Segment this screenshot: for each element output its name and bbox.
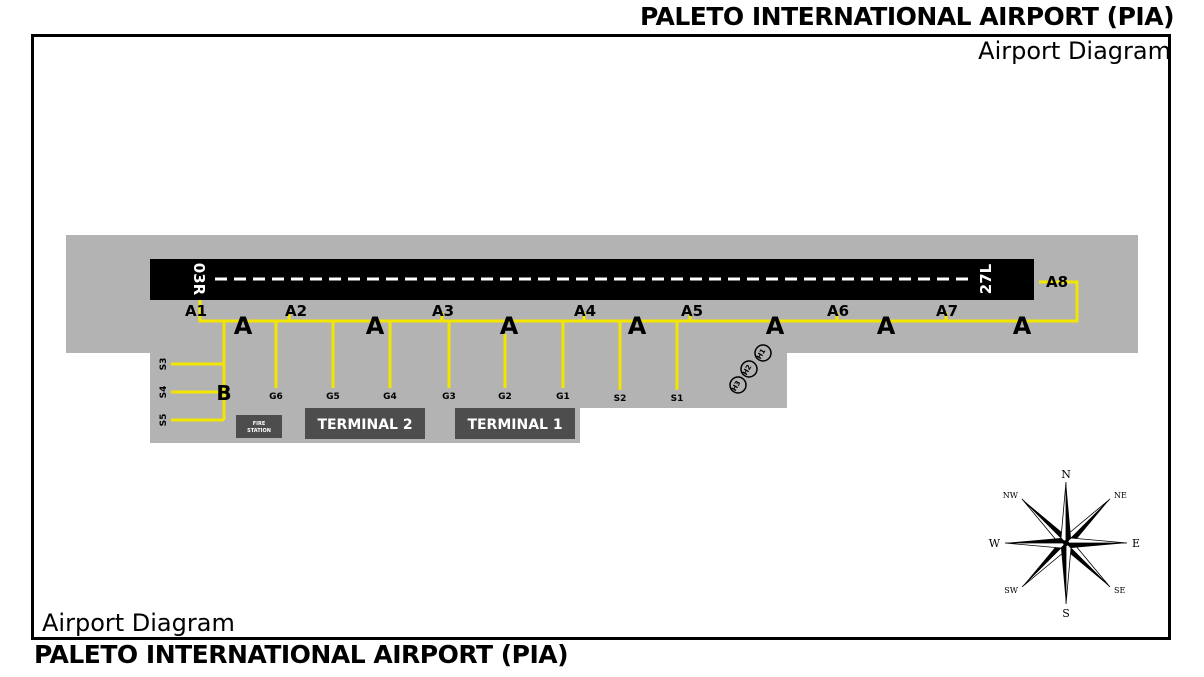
terminal-2: TERMINAL 2 xyxy=(305,408,425,439)
connector-label-a2: A2 xyxy=(285,302,307,320)
connector-label-a8: A8 xyxy=(1046,273,1068,291)
compass-e: E xyxy=(1132,537,1140,550)
compass-s: S xyxy=(1062,607,1070,620)
taxiway-b-label: B xyxy=(216,381,231,405)
taxiway-a-line xyxy=(198,280,1079,323)
svg-text:FIRE: FIRE xyxy=(253,421,266,427)
page-subtitle: Airport Diagram xyxy=(978,37,1171,65)
compass-w: W xyxy=(989,537,1001,550)
compass-rose: N S E W NE NW SE SW xyxy=(989,468,1140,620)
stand-label-s3: S3 xyxy=(159,358,169,371)
taxiway-a-label: A xyxy=(877,312,896,340)
connector-label-a3: A3 xyxy=(432,302,454,320)
footer-subtitle: Airport Diagram xyxy=(42,609,235,637)
taxiway-a-label: A xyxy=(366,312,385,340)
svg-text:TERMINAL 2: TERMINAL 2 xyxy=(317,417,412,433)
compass-se: SE xyxy=(1114,586,1125,595)
runway-end-27l: 27L xyxy=(977,263,995,294)
stand-label-s1: S1 xyxy=(671,394,684,404)
compass-nw: NW xyxy=(1003,491,1019,500)
svg-text:STATION: STATION xyxy=(247,428,271,434)
gate-label-g3: G3 xyxy=(442,392,456,402)
svg-text:TERMINAL 1: TERMINAL 1 xyxy=(467,417,562,433)
connector-label-a7: A7 xyxy=(936,302,958,320)
taxiway-a-label: A xyxy=(1013,312,1032,340)
gate-label-g2: G2 xyxy=(498,392,512,402)
connector-label-a5: A5 xyxy=(681,302,703,320)
gate-label-g6: G6 xyxy=(269,392,283,402)
stand-label-s5: S5 xyxy=(159,414,169,427)
runway-end-03r: 03R xyxy=(190,263,208,296)
gate-label-g5: G5 xyxy=(326,392,340,402)
page-title: PALETO INTERNATIONAL AIRPORT (PIA) xyxy=(639,2,1175,31)
footer-title: PALETO INTERNATIONAL AIRPORT (PIA) xyxy=(34,640,569,669)
stand-label-s2: S2 xyxy=(614,394,627,404)
compass-ne: NE xyxy=(1114,491,1127,500)
stand-label-s4: S4 xyxy=(159,386,169,399)
connector-label-a1: A1 xyxy=(185,302,207,320)
compass-needles xyxy=(1004,481,1128,605)
gate-label-g1: G1 xyxy=(556,392,570,402)
taxiway-a-label: A xyxy=(500,312,519,340)
taxiway-a-label: A xyxy=(628,312,647,340)
compass-n: N xyxy=(1061,468,1071,481)
terminal-1: TERMINAL 1 xyxy=(455,408,575,439)
taxiway-lines xyxy=(171,280,1079,422)
taxiway-a-label: A xyxy=(234,312,253,340)
diagram-frame xyxy=(31,34,1171,640)
taxiway-a-label: A xyxy=(766,312,785,340)
fire-station: FIRE STATION xyxy=(236,415,282,438)
gate-label-g4: G4 xyxy=(383,392,397,402)
compass-sw: SW xyxy=(1004,586,1018,595)
connector-label-a4: A4 xyxy=(574,302,596,320)
connector-label-a6: A6 xyxy=(827,302,849,320)
